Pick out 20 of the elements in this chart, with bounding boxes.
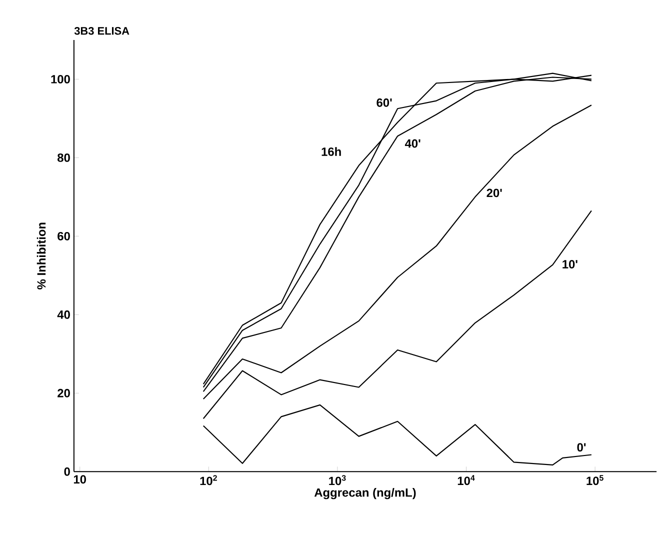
- series-label: 0': [577, 443, 586, 452]
- y-tick-label: 40: [57, 310, 70, 320]
- y-tick-label: 100: [51, 75, 70, 84]
- x-tick-label: 10$^{2}$: [200, 475, 217, 486]
- y-tick-label: 20: [58, 389, 70, 398]
- x-tick-label: 10: [74, 475, 86, 484]
- series-label: 16h: [322, 147, 341, 156]
- x-tick-label: 10$^{5}$: [586, 475, 604, 486]
- series-label: 60': [376, 98, 392, 108]
- y-tick-label: 0: [64, 468, 70, 476]
- chart-title: 3B3 ELISA: [74, 27, 130, 35]
- x-tick-label: 10$^{3}$: [329, 475, 346, 486]
- series-label: 20': [486, 188, 502, 198]
- series-label: 10': [562, 260, 578, 269]
- x-tick-label: 10$^{4}$: [458, 475, 475, 486]
- y-tick-label: 60: [58, 232, 70, 241]
- x-axis-title: Aggrecan (ng/mL): [314, 488, 416, 500]
- y-tick-label: 80: [58, 154, 70, 162]
- series-label: 40': [404, 140, 420, 148]
- y-axis-title: % Inhibition: [36, 222, 46, 290]
